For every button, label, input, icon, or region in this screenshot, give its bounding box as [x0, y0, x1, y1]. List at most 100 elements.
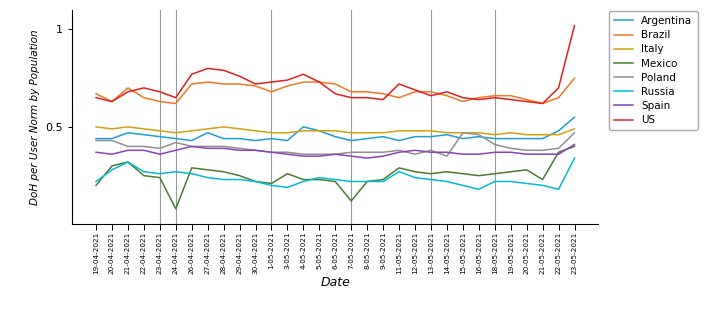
Italy: [363, 131, 371, 135]
Spain: [219, 147, 228, 150]
Mexico: [474, 174, 483, 178]
US: [283, 78, 292, 82]
US: [315, 80, 324, 84]
Italy: [187, 129, 196, 133]
Brazil: [156, 100, 164, 104]
US: [235, 74, 244, 78]
Spain: [251, 148, 260, 152]
Mexico: [363, 180, 371, 183]
Poland: [443, 154, 451, 158]
Argentina: [554, 129, 563, 133]
Mexico: [490, 172, 499, 176]
Russia: [411, 176, 420, 180]
Italy: [474, 131, 483, 135]
Line: Russia: Russia: [96, 158, 575, 189]
Spain: [539, 152, 547, 156]
Poland: [123, 145, 132, 148]
Russia: [140, 170, 149, 174]
Poland: [315, 152, 324, 156]
Poland: [459, 131, 467, 135]
Brazil: [347, 90, 355, 94]
Argentina: [156, 135, 164, 139]
Spain: [156, 152, 164, 156]
Mexico: [427, 172, 435, 176]
Argentina: [506, 137, 515, 141]
Mexico: [522, 168, 531, 172]
Italy: [251, 129, 260, 133]
Spain: [283, 152, 292, 156]
Argentina: [187, 139, 196, 143]
Poland: [219, 145, 228, 148]
Brazil: [123, 86, 132, 90]
Argentina: [251, 139, 260, 143]
Argentina: [411, 135, 420, 139]
Mexico: [140, 174, 149, 178]
Italy: [459, 131, 467, 135]
US: [411, 88, 420, 92]
Spain: [299, 154, 308, 158]
Spain: [123, 148, 132, 152]
Russia: [474, 187, 483, 191]
Mexico: [331, 180, 340, 183]
Italy: [331, 129, 340, 133]
US: [123, 90, 132, 94]
Poland: [506, 147, 515, 150]
Argentina: [107, 137, 116, 141]
US: [522, 100, 531, 104]
Poland: [92, 139, 100, 143]
Mexico: [459, 172, 467, 176]
Italy: [394, 129, 403, 133]
Russia: [443, 180, 451, 183]
Mexico: [123, 160, 132, 164]
Spain: [490, 150, 499, 154]
Mexico: [251, 180, 260, 183]
Spain: [506, 150, 515, 154]
Line: Brazil: Brazil: [96, 78, 575, 104]
Russia: [522, 182, 531, 185]
Russia: [156, 172, 164, 176]
Brazil: [172, 102, 180, 106]
Brazil: [522, 98, 531, 102]
Brazil: [331, 82, 340, 86]
Poland: [172, 141, 180, 145]
Poland: [539, 148, 547, 152]
Italy: [219, 125, 228, 129]
US: [299, 72, 308, 76]
Poland: [283, 150, 292, 154]
Brazil: [219, 82, 228, 86]
Poland: [570, 131, 579, 135]
Italy: [379, 131, 387, 135]
Poland: [554, 147, 563, 150]
Russia: [459, 183, 467, 187]
Russia: [427, 178, 435, 182]
Brazil: [251, 84, 260, 88]
Russia: [123, 160, 132, 164]
Spain: [379, 154, 387, 158]
Brazil: [379, 92, 387, 96]
Russia: [299, 180, 308, 183]
Italy: [506, 131, 515, 135]
Spain: [363, 156, 371, 160]
US: [443, 90, 451, 94]
Line: Mexico: Mexico: [96, 147, 575, 209]
Mexico: [570, 145, 579, 148]
Russia: [107, 168, 116, 172]
Russia: [331, 178, 340, 182]
Mexico: [443, 170, 451, 174]
Brazil: [474, 96, 483, 100]
Poland: [331, 152, 340, 156]
Italy: [299, 129, 308, 133]
Italy: [123, 125, 132, 129]
Poland: [363, 150, 371, 154]
Italy: [140, 127, 149, 131]
Mexico: [107, 164, 116, 168]
Poland: [203, 145, 212, 148]
Spain: [235, 148, 244, 152]
Italy: [315, 129, 324, 133]
Mexico: [235, 174, 244, 178]
Brazil: [283, 84, 292, 88]
US: [347, 96, 355, 100]
Argentina: [427, 135, 435, 139]
Line: Spain: Spain: [96, 145, 575, 158]
US: [251, 82, 260, 86]
